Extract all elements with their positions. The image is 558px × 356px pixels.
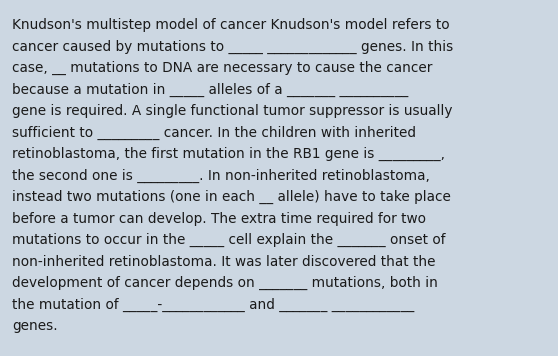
Text: the mutation of _____-____________ and _______ ____________: the mutation of _____-____________ and _…: [12, 298, 414, 312]
Text: retinoblastoma, the first mutation in the RB1 gene is _________,: retinoblastoma, the first mutation in th…: [12, 147, 445, 161]
Text: non-inherited retinoblastoma. It was later discovered that the: non-inherited retinoblastoma. It was lat…: [12, 255, 435, 268]
Text: development of cancer depends on _______ mutations, both in: development of cancer depends on _______…: [12, 276, 438, 290]
Text: genes.: genes.: [12, 319, 57, 333]
Text: because a mutation in _____ alleles of a _______ __________: because a mutation in _____ alleles of a…: [12, 83, 408, 96]
Text: Knudson's multistep model of cancer Knudson's model refers to: Knudson's multistep model of cancer Knud…: [12, 18, 450, 32]
Text: cancer caused by mutations to _____ _____________ genes. In this: cancer caused by mutations to _____ ____…: [12, 40, 453, 54]
Text: instead two mutations (one in each __ allele) have to take place: instead two mutations (one in each __ al…: [12, 190, 451, 204]
Text: before a tumor can develop. The extra time required for two: before a tumor can develop. The extra ti…: [12, 211, 426, 225]
Text: case, __ mutations to DNA are necessary to cause the cancer: case, __ mutations to DNA are necessary …: [12, 61, 432, 75]
Text: sufficient to _________ cancer. In the children with inherited: sufficient to _________ cancer. In the c…: [12, 126, 416, 140]
Text: the second one is _________. In non-inherited retinoblastoma,: the second one is _________. In non-inhe…: [12, 168, 430, 183]
Text: mutations to occur in the _____ cell explain the _______ onset of: mutations to occur in the _____ cell exp…: [12, 233, 445, 247]
Text: gene is required. A single functional tumor suppressor is usually: gene is required. A single functional tu…: [12, 104, 453, 118]
